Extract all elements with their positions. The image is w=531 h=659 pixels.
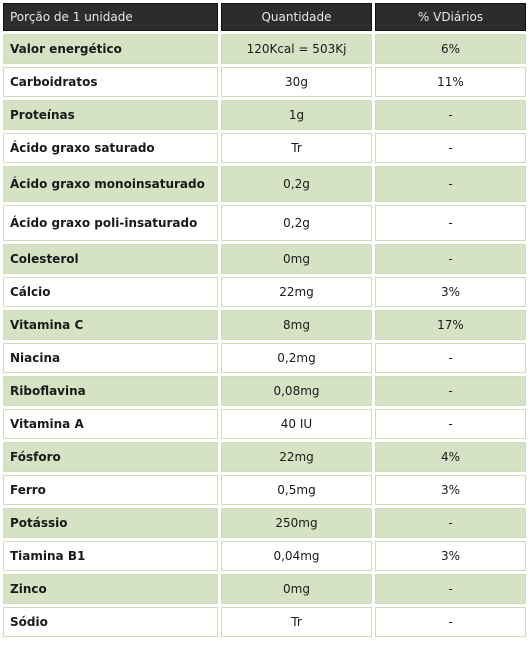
table-row: Vitamina C 8mg 17% xyxy=(3,310,526,340)
table-row: Ácido graxo poli-insaturado 0,2g - xyxy=(3,205,526,241)
table-row: Potássio 250mg - xyxy=(3,508,526,538)
nutrient-quantity: 0,2mg xyxy=(221,343,372,373)
nutrient-daily-value: 3% xyxy=(375,541,526,571)
nutrient-name: Cálcio xyxy=(3,277,218,307)
table-row: Carboidratos 30g 11% xyxy=(3,67,526,97)
nutrient-daily-value: - xyxy=(375,409,526,439)
nutrient-name: Tiamina B1 xyxy=(3,541,218,571)
table-row: Ácido graxo saturado Tr - xyxy=(3,133,526,163)
nutrient-name: Valor energético xyxy=(3,34,218,64)
nutrient-daily-value: 3% xyxy=(375,277,526,307)
nutrient-daily-value: - xyxy=(375,343,526,373)
table-header: Porção de 1 unidade Quantidade % VDiário… xyxy=(3,3,526,31)
nutrition-table: Porção de 1 unidade Quantidade % VDiário… xyxy=(3,3,526,637)
table-row: Niacina 0,2mg - xyxy=(3,343,526,373)
table-row: Fósforo 22mg 4% xyxy=(3,442,526,472)
nutrient-quantity: 0,04mg xyxy=(221,541,372,571)
nutrient-quantity: 0,2g xyxy=(221,205,372,241)
nutrient-quantity: 0,08mg xyxy=(221,376,372,406)
nutrient-name: Potássio xyxy=(3,508,218,538)
nutrient-name: Ferro xyxy=(3,475,218,505)
nutrient-quantity: 40 IU xyxy=(221,409,372,439)
nutrient-quantity: 0,5mg xyxy=(221,475,372,505)
table-row: Tiamina B1 0,04mg 3% xyxy=(3,541,526,571)
header-row: Porção de 1 unidade Quantidade % VDiário… xyxy=(3,3,526,31)
nutrient-daily-value: 6% xyxy=(375,34,526,64)
nutrient-daily-value: - xyxy=(375,166,526,202)
nutrient-daily-value: - xyxy=(375,205,526,241)
table-row: Cálcio 22mg 3% xyxy=(3,277,526,307)
nutrient-quantity: Tr xyxy=(221,133,372,163)
nutrient-name: Ácido graxo saturado xyxy=(3,133,218,163)
nutrient-quantity: 0mg xyxy=(221,244,372,274)
nutrient-daily-value: - xyxy=(375,100,526,130)
nutrient-name: Vitamina A xyxy=(3,409,218,439)
nutrient-daily-value: 4% xyxy=(375,442,526,472)
nutrient-name: Colesterol xyxy=(3,244,218,274)
nutrient-name: Vitamina C xyxy=(3,310,218,340)
nutrient-daily-value: 17% xyxy=(375,310,526,340)
table-row: Riboflavina 0,08mg - xyxy=(3,376,526,406)
nutrient-quantity: 0mg xyxy=(221,574,372,604)
table-row: Vitamina A 40 IU - xyxy=(3,409,526,439)
nutrient-daily-value: - xyxy=(375,244,526,274)
nutrient-quantity: 120Kcal = 503Kj xyxy=(221,34,372,64)
nutrient-name: Fósforo xyxy=(3,442,218,472)
header-daily-value: % VDiários xyxy=(375,3,526,31)
nutrient-daily-value: 11% xyxy=(375,67,526,97)
table-row: Ferro 0,5mg 3% xyxy=(3,475,526,505)
nutrient-name: Zinco xyxy=(3,574,218,604)
nutrient-name: Ácido graxo monoinsaturado xyxy=(3,166,218,202)
header-quantity: Quantidade xyxy=(221,3,372,31)
nutrient-daily-value: 3% xyxy=(375,475,526,505)
nutrient-quantity: Tr xyxy=(221,607,372,637)
table-row: Colesterol 0mg - xyxy=(3,244,526,274)
nutrient-quantity: 250mg xyxy=(221,508,372,538)
nutrient-quantity: 22mg xyxy=(221,442,372,472)
nutrient-daily-value: - xyxy=(375,574,526,604)
nutrient-quantity: 22mg xyxy=(221,277,372,307)
nutrient-name: Niacina xyxy=(3,343,218,373)
table-row: Proteínas 1g - xyxy=(3,100,526,130)
nutrient-daily-value: - xyxy=(375,376,526,406)
table-row: Ácido graxo monoinsaturado 0,2g - xyxy=(3,166,526,202)
nutrient-daily-value: - xyxy=(375,508,526,538)
nutrient-daily-value: - xyxy=(375,607,526,637)
header-portion: Porção de 1 unidade xyxy=(3,3,218,31)
table-row: Sódio Tr - xyxy=(3,607,526,637)
table-row: Valor energético 120Kcal = 503Kj 6% xyxy=(3,34,526,64)
nutrient-quantity: 0,2g xyxy=(221,166,372,202)
nutrient-name: Riboflavina xyxy=(3,376,218,406)
nutrient-quantity: 8mg xyxy=(221,310,372,340)
nutrient-daily-value: - xyxy=(375,133,526,163)
table-body: Valor energético 120Kcal = 503Kj 6% Carb… xyxy=(3,34,526,637)
nutrient-name: Carboidratos xyxy=(3,67,218,97)
nutrient-quantity: 30g xyxy=(221,67,372,97)
nutrient-quantity: 1g xyxy=(221,100,372,130)
nutrient-name: Proteínas xyxy=(3,100,218,130)
table-row: Zinco 0mg - xyxy=(3,574,526,604)
nutrient-name: Sódio xyxy=(3,607,218,637)
nutrient-name: Ácido graxo poli-insaturado xyxy=(3,205,218,241)
